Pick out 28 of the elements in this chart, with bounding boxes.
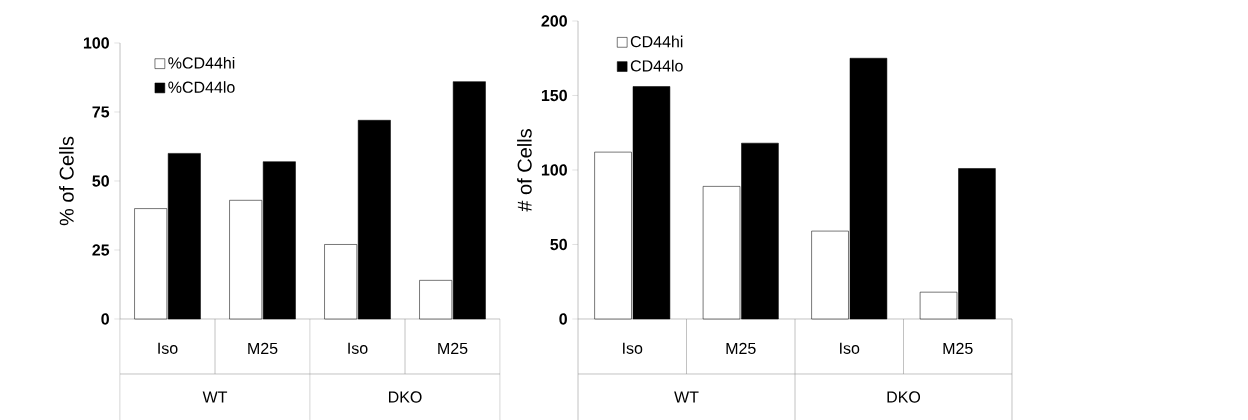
x-tick-label: M25 <box>438 342 468 355</box>
y-tick-label: 50 <box>550 238 567 251</box>
y-axis-title: # of Cells <box>517 129 532 212</box>
y-tick-label: 50 <box>92 175 109 187</box>
y-tick-label: 25 <box>92 244 110 256</box>
y-tick-label: 75 <box>92 106 110 118</box>
y-tick-label: 100 <box>83 37 109 49</box>
y-tick-label: 200 <box>541 15 567 27</box>
x-tick-label: Iso <box>623 342 643 354</box>
y-tick-label: 0 <box>559 313 567 325</box>
x-tick-label: M25 <box>248 342 278 355</box>
legend-label: CD44lo <box>630 59 683 72</box>
x-tick-label: Iso <box>158 342 178 354</box>
x-tick-label: Iso <box>840 342 860 354</box>
y-tick-label: 150 <box>541 89 567 102</box>
y-tick-label: 0 <box>101 313 109 325</box>
legend-label: %CD44hi <box>168 56 235 69</box>
text: WT <box>202 391 228 403</box>
y-axis-title: % of Cells <box>59 136 74 226</box>
y-tick-label: 100 <box>541 164 567 176</box>
x-tick-label: Iso <box>348 342 368 354</box>
text: DKO <box>887 391 921 403</box>
text: DKO <box>388 391 422 403</box>
x-tick-label: M25 <box>943 342 973 355</box>
text: WT <box>674 391 699 403</box>
x-tick-label: M25 <box>726 342 756 355</box>
legend-label: %CD44lo <box>168 81 235 93</box>
legend-label: CD44hi <box>630 35 683 48</box>
